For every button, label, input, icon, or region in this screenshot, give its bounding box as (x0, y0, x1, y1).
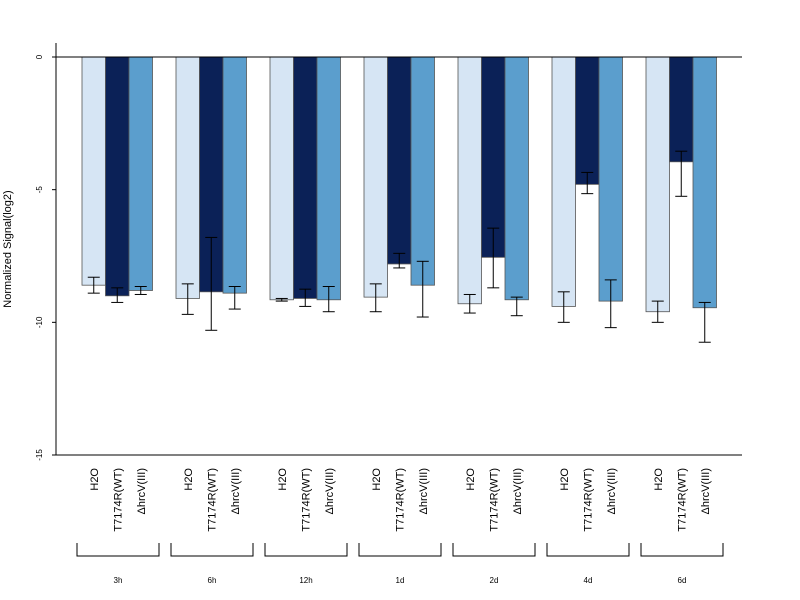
category-label: ΔhrcV(III) (700, 468, 712, 514)
bar (645, 56, 670, 313)
category-label: H2O (89, 468, 101, 491)
category-label: H2O (183, 468, 195, 491)
y-tick-label: -10 (35, 316, 44, 328)
group-label: 6d (678, 576, 687, 585)
category-label: T7174R(WT) (112, 468, 124, 532)
category-label: T7174R(WT) (394, 468, 406, 532)
bar (387, 56, 412, 265)
y-tick-label: 0 (35, 54, 44, 59)
bar (457, 56, 482, 305)
group-bracket (546, 543, 630, 557)
group-bracket (264, 543, 348, 557)
bar (316, 56, 341, 301)
category-label: H2O (465, 468, 477, 491)
category-label: ΔhrcV(III) (230, 468, 242, 514)
group-bracket (170, 543, 254, 557)
bar (105, 56, 130, 297)
bar (575, 56, 600, 185)
category-label: ΔhrcV(III) (136, 468, 148, 514)
bar (269, 56, 294, 301)
bar (692, 56, 717, 309)
bar (410, 56, 435, 286)
group-label: 2d (490, 576, 499, 585)
bar (481, 56, 506, 258)
category-labels: H2O T7174R(WT) ΔhrcV(III) H2O T7174R(WT) Δhrc… (89, 468, 712, 532)
group-label: 3h (114, 576, 123, 585)
group-label: 4d (584, 576, 593, 585)
bar (598, 56, 623, 302)
category-label: H2O (371, 468, 383, 491)
bar (363, 56, 388, 298)
bar (504, 56, 529, 301)
group-label: 6h (208, 576, 217, 585)
bar (175, 56, 200, 299)
group-bracket (76, 543, 160, 557)
group-brackets: 3h 6h 12h 1d 2d 4d 6d (76, 543, 724, 585)
group-bracket (452, 543, 536, 557)
error-bars-layer (87, 150, 711, 343)
category-label: ΔhrcV(III) (606, 468, 618, 514)
category-label: H2O (653, 468, 665, 491)
group-label: 1d (396, 576, 405, 585)
category-label: ΔhrcV(III) (324, 468, 336, 514)
bar (222, 56, 247, 294)
bars-layer (81, 56, 717, 313)
bar (293, 56, 318, 299)
bar (81, 56, 106, 286)
group-label: 12h (299, 576, 312, 585)
bar (551, 56, 576, 307)
group-bracket (640, 543, 724, 557)
group-bracket (358, 543, 442, 557)
y-axis: 0 -5 -10 -15 (35, 43, 742, 461)
y-axis-title: Normalized Signal(log2) (2, 190, 14, 307)
category-label: T7174R(WT) (488, 468, 500, 532)
bar (128, 56, 153, 291)
category-label: T7174R(WT) (676, 468, 688, 532)
category-label: ΔhrcV(III) (512, 468, 524, 514)
category-label: T7174R(WT) (206, 468, 218, 532)
category-label: H2O (559, 468, 571, 491)
y-tick-label: -5 (35, 186, 44, 194)
category-label: ΔhrcV(III) (418, 468, 430, 514)
bar (669, 56, 694, 163)
category-label: H2O (277, 468, 289, 491)
category-label: T7174R(WT) (300, 468, 312, 532)
y-tick-label: -15 (35, 449, 44, 461)
category-label: T7174R(WT) (582, 468, 594, 532)
